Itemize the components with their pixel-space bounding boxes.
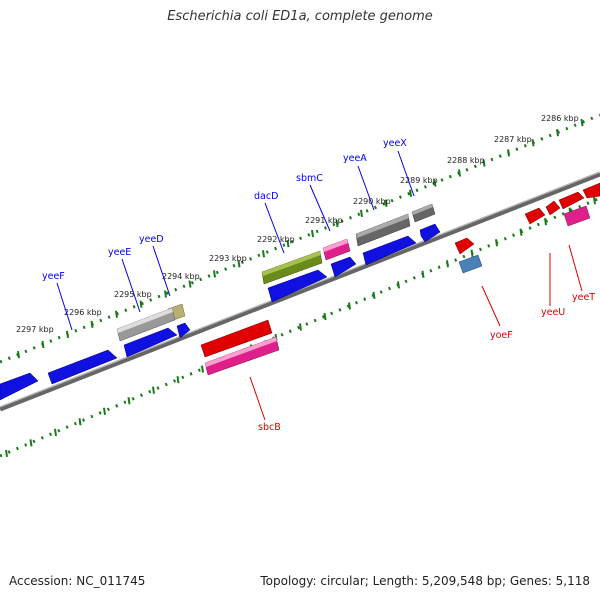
genome-summary: Topology: circular; Length: 5,209,548 bp… — [260, 574, 590, 588]
kbp-label: 2291 kbp — [305, 216, 343, 225]
reverse-leader-lines — [249, 244, 583, 421]
ruler-tick — [531, 139, 535, 147]
ruler-tick — [556, 129, 559, 137]
gene-sbmC-feature[interactable] — [322, 238, 351, 261]
kbp-label: 2294 kbp — [162, 272, 200, 281]
kbp-label: 2288 kbp — [447, 156, 485, 165]
gene-label-yeeD[interactable]: yeeD — [139, 234, 164, 245]
ruler-tick — [262, 250, 265, 258]
ruler-tick — [495, 239, 498, 247]
ruler-tick — [78, 418, 82, 426]
gene-label-sbmC[interactable]: sbmC — [296, 173, 323, 184]
kbp-label: 2290 kbp — [353, 197, 391, 206]
map-title: Escherichia coli ED1a, complete genome — [167, 9, 433, 24]
outer-ruler-track — [0, 113, 600, 364]
gene-label-yeeA[interactable]: yeeA — [343, 153, 367, 164]
kbp-label: 2295 kbp — [114, 290, 152, 299]
ruler-tick — [299, 323, 302, 331]
ruler-tick — [409, 189, 412, 197]
ruler-tick — [544, 218, 547, 226]
kbp-label: 2297 kbp — [16, 325, 54, 334]
kbp-label: 2286 kbp — [541, 114, 579, 123]
ruler-tick — [593, 196, 596, 205]
ruler-tick — [213, 270, 216, 278]
ruler-tick — [237, 260, 241, 268]
ruler-tick — [372, 291, 376, 300]
gene-label-yeeF[interactable]: yeeF — [42, 271, 65, 282]
inner-ruler-track — [0, 196, 600, 458]
accession-label: Accession: NC_011745 — [9, 574, 146, 588]
kbp-label: 2289 kbp — [400, 176, 438, 185]
ruler-tick — [188, 280, 192, 288]
gene-label-yeeX[interactable]: yeeX — [383, 138, 407, 149]
ruler-tick — [335, 219, 339, 228]
gene-yeeA-feature[interactable] — [355, 213, 411, 247]
ruler-tick — [164, 290, 167, 298]
ruler-tick — [384, 199, 388, 207]
ruler-tick — [397, 281, 400, 289]
kbp-label: 2292 kbp — [257, 235, 295, 244]
gene-yeeE-feature[interactable] — [116, 307, 176, 342]
forward-genes[interactable] — [0, 223, 441, 401]
ruler-tick — [458, 169, 461, 177]
ruler-tick — [323, 312, 327, 321]
ruler-tick — [360, 209, 363, 218]
gene-sbcB-feature[interactable] — [204, 336, 280, 376]
ruler-tick — [446, 260, 449, 268]
ruler-tick — [348, 302, 351, 310]
gene-yoeF-feature[interactable] — [458, 254, 483, 274]
ruler-tick — [470, 249, 474, 257]
ruler-tick — [433, 179, 437, 187]
ruler-tick — [519, 228, 523, 236]
gene-label-yeeE[interactable]: yeeE — [108, 247, 131, 258]
gene-label-dacD[interactable]: dacD — [254, 191, 278, 202]
gene-label-yeeU[interactable]: yeeU — [541, 307, 565, 318]
gene-dacD-feature[interactable] — [261, 250, 323, 285]
ruler-tick — [54, 428, 57, 436]
gene-label-sbcB[interactable]: sbcB — [258, 422, 281, 433]
ruler-tick — [90, 320, 94, 328]
ruler-tick — [66, 330, 69, 339]
ruler-tick — [115, 310, 118, 318]
gene-label-yeeT[interactable]: yeeT — [572, 292, 595, 303]
ruler-tick — [421, 270, 425, 278]
ruler-tick — [176, 376, 180, 384]
gene-yeeT-feature[interactable] — [563, 205, 591, 227]
reverse-genes[interactable] — [200, 182, 600, 358]
ruler-tick — [41, 340, 45, 349]
gene-yeeX-feature[interactable] — [411, 203, 436, 223]
ruler-tick — [580, 118, 584, 127]
genome-backbone — [0, 171, 600, 412]
ruler-tick — [507, 149, 510, 157]
ruler-tick — [152, 386, 155, 394]
kbp-label: 2296 kbp — [64, 308, 102, 317]
ruler-tick — [482, 159, 486, 167]
ruler-tick — [5, 449, 8, 458]
ruler-tick — [17, 350, 20, 359]
ruler-tick — [29, 439, 33, 447]
ruler-tick — [127, 397, 131, 405]
ruler-tick — [311, 229, 314, 238]
forward-leader-lines — [56, 150, 415, 331]
kbp-label: 2287 kbp — [494, 135, 532, 144]
kbp-label: 2293 kbp — [209, 254, 247, 263]
ruler-tick — [103, 407, 106, 415]
gene-label-yoeF[interactable]: yoeF — [490, 330, 513, 341]
ruler-tick — [201, 365, 204, 373]
ruler-tick — [286, 240, 290, 248]
ruler-tick — [139, 300, 143, 308]
